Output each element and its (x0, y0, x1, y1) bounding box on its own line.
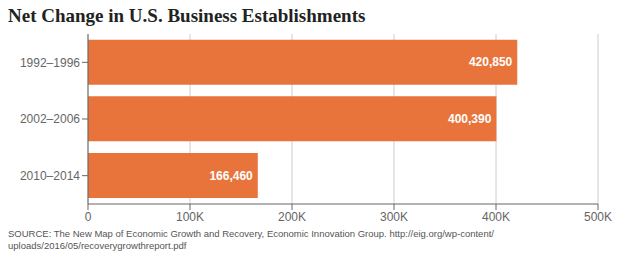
svg-text:300K: 300K (380, 210, 408, 224)
svg-text:100K: 100K (176, 210, 204, 224)
svg-text:2010–2014: 2010–2014 (20, 169, 80, 183)
svg-text:500K: 500K (584, 210, 612, 224)
svg-text:420,850: 420,850 (469, 55, 513, 69)
svg-text:400K: 400K (482, 210, 510, 224)
svg-text:200K: 200K (278, 210, 306, 224)
svg-text:166,460: 166,460 (209, 169, 253, 183)
html-text:SOURCE: The New Map of Economi: SOURCE: The New Map of Economic Growth a… (8, 228, 494, 251)
svg-text:2002–2006: 2002–2006 (20, 112, 80, 126)
svg-text:0: 0 (85, 210, 92, 224)
svg-text:1992–1996: 1992–1996 (20, 56, 80, 70)
svg-text:400,390: 400,390 (448, 112, 492, 126)
html-text:Net Change in U.S. Business Es: Net Change in U.S. Business Establishmen… (8, 5, 366, 26)
